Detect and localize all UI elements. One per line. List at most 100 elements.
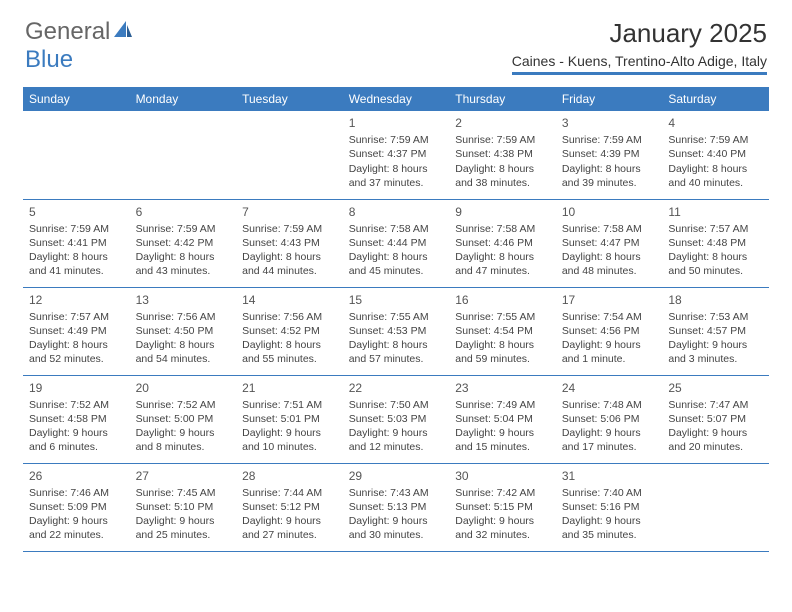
day-cell: 19Sunrise: 7:52 AMSunset: 4:58 PMDayligh… [23, 375, 130, 463]
sunset-text: Sunset: 5:00 PM [136, 412, 231, 426]
day-number: 17 [562, 292, 657, 308]
sunrise-text: Sunrise: 7:52 AM [29, 398, 124, 412]
sunset-text: Sunset: 5:15 PM [455, 500, 550, 514]
sunrise-text: Sunrise: 7:48 AM [562, 398, 657, 412]
day-number: 5 [29, 204, 124, 220]
daylight-text: Daylight: 8 hours [668, 162, 763, 176]
day-cell: 4Sunrise: 7:59 AMSunset: 4:40 PMDaylight… [662, 111, 769, 199]
sunset-text: Sunset: 4:42 PM [136, 236, 231, 250]
day-number: 13 [136, 292, 231, 308]
daylight-text: Daylight: 9 hours [562, 426, 657, 440]
day-header: Tuesday [236, 87, 343, 111]
daylight-text: and 30 minutes. [349, 528, 444, 542]
daylight-text: and 6 minutes. [29, 440, 124, 454]
day-cell: 7Sunrise: 7:59 AMSunset: 4:43 PMDaylight… [236, 199, 343, 287]
day-cell: 10Sunrise: 7:58 AMSunset: 4:47 PMDayligh… [556, 199, 663, 287]
daylight-text: Daylight: 9 hours [668, 426, 763, 440]
day-cell: 6Sunrise: 7:59 AMSunset: 4:42 PMDaylight… [130, 199, 237, 287]
day-cell: 22Sunrise: 7:50 AMSunset: 5:03 PMDayligh… [343, 375, 450, 463]
sunrise-text: Sunrise: 7:59 AM [455, 133, 550, 147]
sunset-text: Sunset: 5:09 PM [29, 500, 124, 514]
calendar-week-row: 1Sunrise: 7:59 AMSunset: 4:37 PMDaylight… [23, 111, 769, 199]
sunrise-text: Sunrise: 7:59 AM [562, 133, 657, 147]
daylight-text: and 41 minutes. [29, 264, 124, 278]
daylight-text: Daylight: 9 hours [668, 338, 763, 352]
empty-cell [236, 111, 343, 199]
day-cell: 5Sunrise: 7:59 AMSunset: 4:41 PMDaylight… [23, 199, 130, 287]
day-cell: 28Sunrise: 7:44 AMSunset: 5:12 PMDayligh… [236, 463, 343, 551]
calendar-week-row: 12Sunrise: 7:57 AMSunset: 4:49 PMDayligh… [23, 287, 769, 375]
day-number: 18 [668, 292, 763, 308]
header: General January 2025 Caines - Kuens, Tre… [0, 0, 792, 81]
daylight-text: and 17 minutes. [562, 440, 657, 454]
day-number: 6 [136, 204, 231, 220]
day-number: 4 [668, 115, 763, 131]
sunset-text: Sunset: 4:43 PM [242, 236, 337, 250]
daylight-text: and 45 minutes. [349, 264, 444, 278]
sunset-text: Sunset: 4:41 PM [29, 236, 124, 250]
daylight-text: Daylight: 9 hours [29, 426, 124, 440]
daylight-text: and 22 minutes. [29, 528, 124, 542]
sunrise-text: Sunrise: 7:42 AM [455, 486, 550, 500]
sunset-text: Sunset: 4:37 PM [349, 147, 444, 161]
daylight-text: and 57 minutes. [349, 352, 444, 366]
daylight-text: and 39 minutes. [562, 176, 657, 190]
day-number: 10 [562, 204, 657, 220]
sunrise-text: Sunrise: 7:57 AM [668, 222, 763, 236]
sunrise-text: Sunrise: 7:54 AM [562, 310, 657, 324]
sunset-text: Sunset: 5:03 PM [349, 412, 444, 426]
day-cell: 8Sunrise: 7:58 AMSunset: 4:44 PMDaylight… [343, 199, 450, 287]
daylight-text: and 40 minutes. [668, 176, 763, 190]
day-cell: 30 Sunrise: 7:42 AMSunset: 5:15 PMDayligh… [449, 463, 556, 551]
daylight-text: Daylight: 8 hours [349, 162, 444, 176]
day-header-row: SundayMondayTuesdayWednesdayThursdayFrid… [23, 87, 769, 111]
day-cell: 27Sunrise: 7:45 AMSunset: 5:10 PMDayligh… [130, 463, 237, 551]
daylight-text: Daylight: 9 hours [136, 426, 231, 440]
sunset-text: Sunset: 4:39 PM [562, 147, 657, 161]
calendar-week-row: 5 Sunrise: 7:59 AMSunset: 4:41 PM Daylight… [23, 199, 769, 287]
page-title: January 2025 [512, 18, 767, 49]
sunset-text: Sunset: 4:53 PM [349, 324, 444, 338]
day-number: 2 [455, 115, 550, 131]
day-header: Saturday [662, 87, 769, 111]
day-number: 16 [455, 292, 550, 308]
sunset-text: Sunset: 5:16 PM [562, 500, 657, 514]
daylight-text: and 37 minutes. [349, 176, 444, 190]
sunset-text: Sunset: 5:06 PM [562, 412, 657, 426]
sunset-text: Sunset: 5:04 PM [455, 412, 550, 426]
daylight-text: and 35 minutes. [562, 528, 657, 542]
sunrise-text: Sunrise: 7:59 AM [668, 133, 763, 147]
day-cell: 31Sunrise: 7:40 AMSunset: 5:16 PMDayligh… [556, 463, 663, 551]
day-cell: 2Sunrise: 7:59 AMSunset: 4:38 PMDaylight… [449, 111, 556, 199]
day-header: Friday [556, 87, 663, 111]
sunrise-text: Sunrise: 7:40 AM [562, 486, 657, 500]
sunrise-text: Sunrise: 7:58 AM [562, 222, 657, 236]
sunset-text: Sunset: 4:56 PM [562, 324, 657, 338]
day-cell: 18Sunrise: 7:53 AMSunset: 4:57 PMDayligh… [662, 287, 769, 375]
calendar-table: SundayMondayTuesdayWednesdayThursdayFrid… [23, 87, 769, 552]
daylight-text: Daylight: 8 hours [242, 338, 337, 352]
daylight-text: and 55 minutes. [242, 352, 337, 366]
daylight-text: Daylight: 8 hours [455, 250, 550, 264]
sunrise-text: Sunrise: 7:44 AM [242, 486, 337, 500]
daylight-text: Daylight: 9 hours [349, 426, 444, 440]
location-subtitle: Caines - Kuens, Trentino-Alto Adige, Ita… [512, 53, 767, 75]
daylight-text: and 59 minutes. [455, 352, 550, 366]
day-header: Wednesday [343, 87, 450, 111]
daylight-text: and 25 minutes. [136, 528, 231, 542]
sunset-text: Sunset: 5:12 PM [242, 500, 337, 514]
daylight-text: Daylight: 9 hours [455, 514, 550, 528]
daylight-text: Daylight: 9 hours [136, 514, 231, 528]
daylight-text: Daylight: 9 hours [349, 514, 444, 528]
day-number: 30 [455, 468, 550, 484]
day-number: 26 [29, 468, 124, 484]
day-number: 27 [136, 468, 231, 484]
sunset-text: Sunset: 4:57 PM [668, 324, 763, 338]
calendar-week-row: 26Sunrise: 7:46 AMSunset: 5:09 PMDayligh… [23, 463, 769, 551]
sunrise-text: Sunrise: 7:59 AM [29, 222, 124, 236]
daylight-text: and 8 minutes. [136, 440, 231, 454]
day-cell: 23Sunrise: 7:49 AMSunset: 5:04 PMDayligh… [449, 375, 556, 463]
day-cell: 25Sunrise: 7:47 AMSunset: 5:07 PMDayligh… [662, 375, 769, 463]
day-cell: 1Sunrise: 7:59 AMSunset: 4:37 PMDaylight… [343, 111, 450, 199]
daylight-text: Daylight: 8 hours [349, 250, 444, 264]
